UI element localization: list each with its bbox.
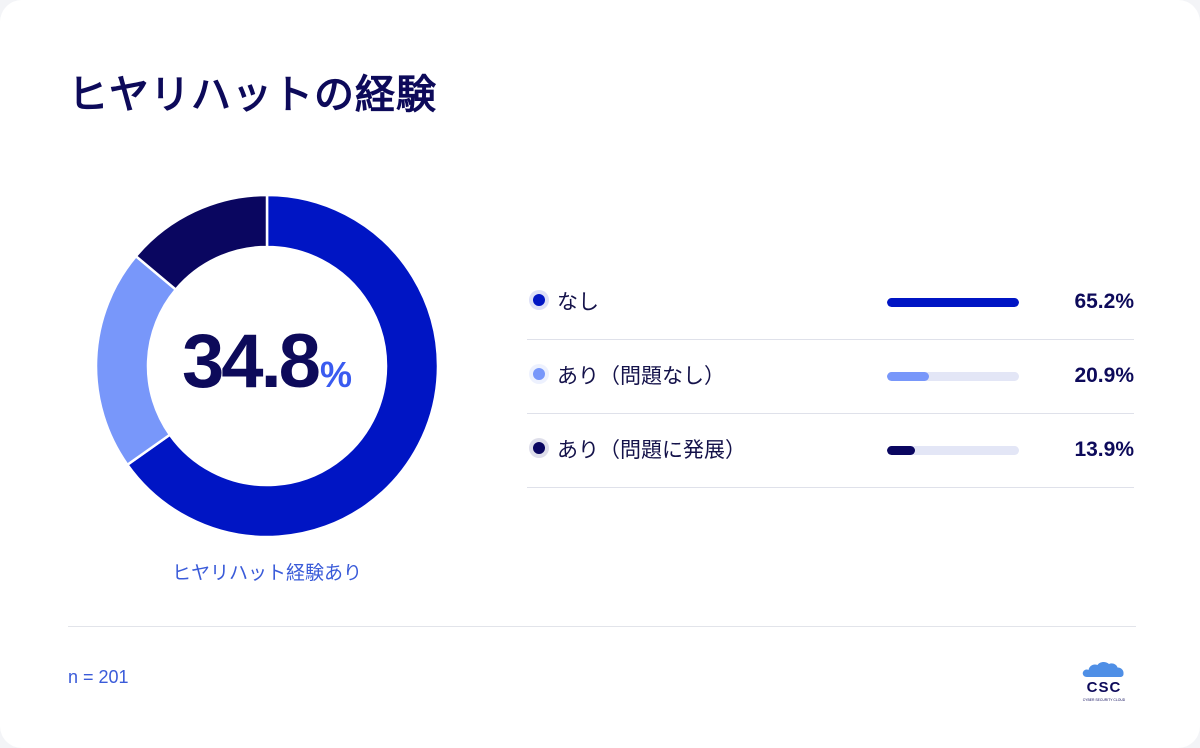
legend-bar-fill: [887, 298, 1019, 307]
footer-divider: [68, 626, 1136, 627]
donut-slice-0: [125, 193, 440, 539]
donut-slice-1: [94, 254, 178, 467]
legend-row: なし 65.2%: [527, 266, 1134, 340]
legend-percentage: 20.9%: [1074, 364, 1134, 387]
legend-label: あり（問題なし）: [557, 364, 725, 388]
legend-row: あり（問題に発展） 13.9%: [527, 414, 1134, 488]
csc-logo: CSC CYBER SECURITY CLOUD: [1082, 662, 1126, 702]
page-title: ヒヤリハットの経験: [68, 72, 437, 118]
sample-size-note: n = 201: [68, 667, 129, 687]
legend-dot: [533, 442, 545, 454]
center-value: 34.8%: [167, 318, 367, 405]
legend-label: なし: [557, 290, 599, 314]
legend-bar-track: [887, 446, 1019, 455]
center-value-unit: %: [319, 354, 352, 395]
center-value-number: 34.8: [182, 319, 321, 404]
legend-bar-track: [887, 372, 1019, 381]
logo-text: CSC: [1087, 679, 1122, 696]
legend-bar-fill: [887, 372, 930, 381]
donut-slice-2: [134, 193, 269, 292]
legend-bar-track: [887, 298, 1019, 307]
legend: なし 65.2% あり（問題なし） 20.9% あり（問題に発展） 13.9%: [527, 266, 1134, 488]
legend-bar-fill: [887, 446, 916, 455]
logo-subtext: CYBER SECURITY CLOUD: [1083, 698, 1126, 702]
legend-dot: [533, 368, 545, 380]
legend-dot: [533, 294, 545, 306]
legend-percentage: 13.9%: [1074, 438, 1134, 461]
cloud-icon: [1082, 662, 1124, 677]
legend-label: あり（問題に発展）: [557, 438, 746, 462]
donut-caption: ヒヤリハット経験あり: [171, 562, 362, 584]
legend-percentage: 65.2%: [1074, 290, 1134, 313]
legend-row: あり（問題なし） 20.9%: [527, 340, 1134, 414]
